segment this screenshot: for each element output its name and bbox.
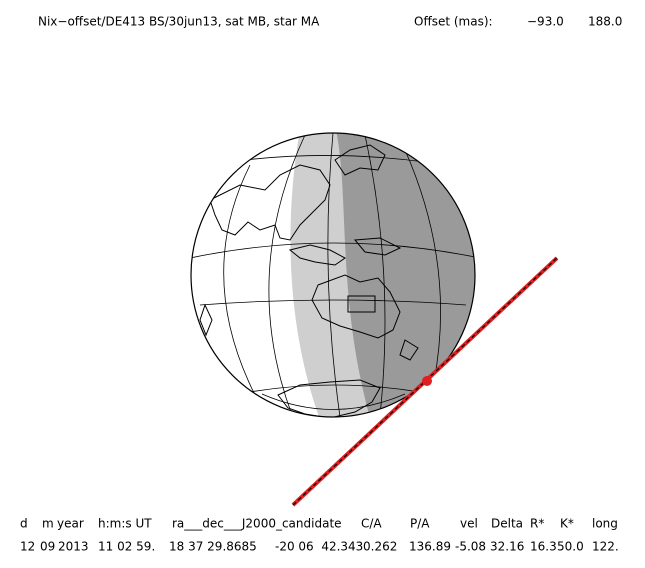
closest-approach <box>422 376 432 386</box>
table-cell: 16.3 <box>530 540 557 554</box>
table-cell: 18 37 29.8685 <box>169 540 257 554</box>
table-header: C/A <box>361 517 382 531</box>
table-header: long <box>592 517 618 531</box>
table-cell: 50.0 <box>557 540 584 554</box>
offset-y: 188.0 <box>588 15 622 29</box>
table-header: P/A <box>410 517 430 531</box>
table-cell: 12 <box>20 540 35 554</box>
offset-x: −93.0 <box>527 15 564 29</box>
table-cell: -5.08 <box>455 540 486 554</box>
table-header: Delta <box>491 517 523 531</box>
table-cell: 11 02 59. <box>98 540 155 554</box>
table-header: K* <box>560 517 574 531</box>
table-header: ra___dec___J2000_candidate <box>172 517 342 531</box>
globe <box>191 133 475 417</box>
table-cell: 0.262 <box>363 540 397 554</box>
table-header: d <box>20 517 28 531</box>
table-header: h:m:s UT <box>98 517 152 531</box>
table-cell: 122. <box>592 540 619 554</box>
table-cell: 32.16 <box>490 540 524 554</box>
table-cell: 2013 <box>58 540 89 554</box>
table-cell: 136.89 <box>409 540 451 554</box>
table-header: year <box>57 517 84 531</box>
offset-label: Offset (mas): <box>414 15 493 29</box>
globe-outline <box>190 132 476 418</box>
table-header: vel <box>460 517 478 531</box>
table-cell: -20 06 42.343 <box>275 540 363 554</box>
data-table: d m year h:m:s UT ra___dec___J2000_candidate… <box>20 517 619 554</box>
table-header: m <box>42 517 54 531</box>
title: Nix−offset/DE413 BS/30jun13, sat MB, sta… <box>38 15 320 29</box>
table-header: R* <box>530 517 544 531</box>
table-cell: 09 <box>40 540 55 554</box>
shadow-centerline <box>292 257 558 506</box>
